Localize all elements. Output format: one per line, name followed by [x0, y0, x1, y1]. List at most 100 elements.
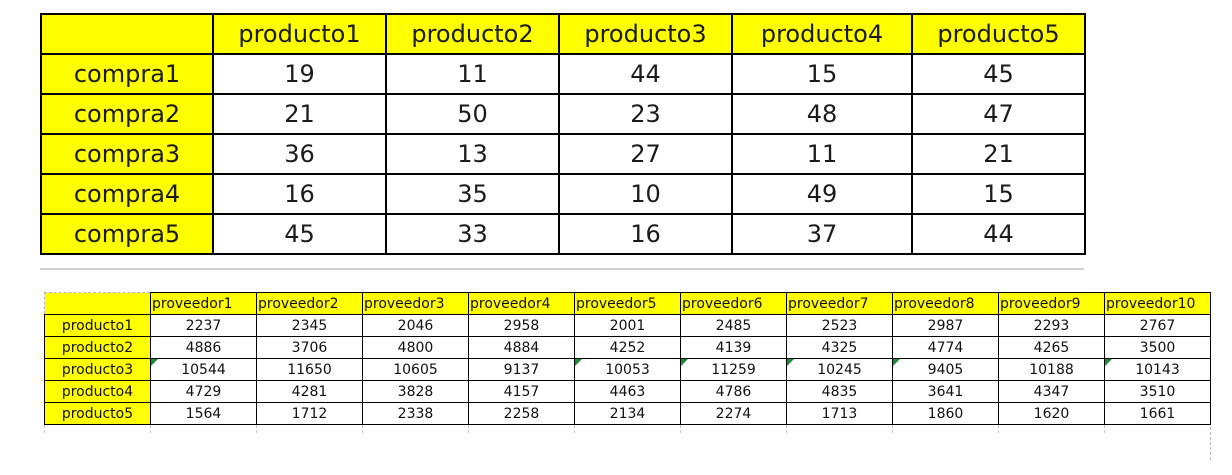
- table-cell[interactable]: 4774: [892, 336, 999, 359]
- table-cell[interactable]: 45: [212, 213, 387, 255]
- table-cell[interactable]: 4884: [468, 336, 575, 359]
- column-header[interactable]: proveedor5: [574, 292, 681, 315]
- table-cell[interactable]: 2767: [1104, 314, 1211, 337]
- table-cell[interactable]: 4800: [362, 336, 469, 359]
- table-cell[interactable]: 1860: [892, 402, 999, 425]
- table-cell[interactable]: 1713: [786, 402, 893, 425]
- empty-cell[interactable]: [150, 424, 257, 433]
- table-cell[interactable]: 2046: [362, 314, 469, 337]
- table-cell[interactable]: 49: [731, 173, 913, 215]
- empty-cell[interactable]: [892, 424, 999, 433]
- empty-cell[interactable]: [998, 424, 1105, 433]
- table-cell[interactable]: 44: [558, 53, 733, 95]
- table-cell[interactable]: 9405: [892, 358, 999, 381]
- table-cell[interactable]: 3510: [1104, 380, 1211, 403]
- table-cell[interactable]: 3500: [1104, 336, 1211, 359]
- table-cell[interactable]: 3828: [362, 380, 469, 403]
- row-header[interactable]: compra1: [40, 53, 214, 95]
- table-cell[interactable]: 4886: [150, 336, 257, 359]
- table-cell[interactable]: 45: [911, 53, 1086, 95]
- table-cell[interactable]: 2958: [468, 314, 575, 337]
- table-cell[interactable]: 2001: [574, 314, 681, 337]
- table-cell[interactable]: 11259: [680, 358, 787, 381]
- row-header[interactable]: compra2: [40, 93, 214, 135]
- row-header[interactable]: compra5: [40, 213, 214, 255]
- table-cell[interactable]: 11: [731, 133, 913, 175]
- table-cell[interactable]: 9137: [468, 358, 575, 381]
- empty-cell[interactable]: [680, 424, 787, 433]
- table-cell[interactable]: 4729: [150, 380, 257, 403]
- table-cell[interactable]: 50: [385, 93, 560, 135]
- table-cell[interactable]: 15: [731, 53, 913, 95]
- column-header[interactable]: producto2: [385, 13, 560, 55]
- empty-cell[interactable]: [574, 424, 681, 433]
- table-cell[interactable]: 11: [385, 53, 560, 95]
- row-header[interactable]: producto2: [44, 336, 151, 359]
- table-cell[interactable]: 1661: [1104, 402, 1211, 425]
- table-cell[interactable]: 16: [558, 213, 733, 255]
- table-cell[interactable]: 27: [558, 133, 733, 175]
- table-cell[interactable]: 36: [212, 133, 387, 175]
- column-header[interactable]: producto3: [558, 13, 733, 55]
- corner-cell[interactable]: [44, 292, 151, 315]
- table-cell[interactable]: 23: [558, 93, 733, 135]
- table-cell[interactable]: 2523: [786, 314, 893, 337]
- corner-cell[interactable]: [40, 13, 214, 55]
- table-cell[interactable]: 2134: [574, 402, 681, 425]
- table-cell[interactable]: 13: [385, 133, 560, 175]
- table-cell[interactable]: 10143: [1104, 358, 1211, 381]
- table-cell[interactable]: 4786: [680, 380, 787, 403]
- table-cell[interactable]: 19: [212, 53, 387, 95]
- column-header[interactable]: proveedor1: [150, 292, 257, 315]
- empty-cell[interactable]: [44, 424, 151, 433]
- table-cell[interactable]: 4281: [256, 380, 363, 403]
- row-header[interactable]: compra3: [40, 133, 214, 175]
- table-cell[interactable]: 21: [911, 133, 1086, 175]
- column-header[interactable]: producto4: [731, 13, 913, 55]
- table-cell[interactable]: 2338: [362, 402, 469, 425]
- column-header[interactable]: proveedor6: [680, 292, 787, 315]
- table-cell[interactable]: 1564: [150, 402, 257, 425]
- row-header[interactable]: producto4: [44, 380, 151, 403]
- column-header[interactable]: proveedor7: [786, 292, 893, 315]
- empty-cell[interactable]: [362, 424, 469, 433]
- table-cell[interactable]: 4325: [786, 336, 893, 359]
- table-cell[interactable]: 48: [731, 93, 913, 135]
- table-cell[interactable]: 37: [731, 213, 913, 255]
- table-cell[interactable]: 1712: [256, 402, 363, 425]
- table-cell[interactable]: 4463: [574, 380, 681, 403]
- table-cell[interactable]: 10053: [574, 358, 681, 381]
- table-cell[interactable]: 15: [911, 173, 1086, 215]
- table-cell[interactable]: 10: [558, 173, 733, 215]
- column-header[interactable]: proveedor8: [892, 292, 999, 315]
- table-cell[interactable]: 2258: [468, 402, 575, 425]
- table-cell[interactable]: 21: [212, 93, 387, 135]
- table-cell[interactable]: 33: [385, 213, 560, 255]
- row-header[interactable]: producto1: [44, 314, 151, 337]
- table-cell[interactable]: 2345: [256, 314, 363, 337]
- table-cell[interactable]: 2485: [680, 314, 787, 337]
- row-header[interactable]: producto5: [44, 402, 151, 425]
- table-cell[interactable]: 3641: [892, 380, 999, 403]
- table-cell[interactable]: 44: [911, 213, 1086, 255]
- table-cell[interactable]: 2237: [150, 314, 257, 337]
- empty-cell[interactable]: [256, 424, 363, 433]
- table-cell[interactable]: 10544: [150, 358, 257, 381]
- table-cell[interactable]: 47: [911, 93, 1086, 135]
- empty-cell[interactable]: [468, 424, 575, 433]
- empty-cell[interactable]: [1104, 424, 1211, 433]
- table-cell[interactable]: 35: [385, 173, 560, 215]
- column-header[interactable]: proveedor10: [1104, 292, 1211, 315]
- column-header[interactable]: proveedor2: [256, 292, 363, 315]
- empty-cell[interactable]: [786, 424, 893, 433]
- table-cell[interactable]: 10605: [362, 358, 469, 381]
- row-header[interactable]: compra4: [40, 173, 214, 215]
- table-cell[interactable]: 1620: [998, 402, 1105, 425]
- table-cell[interactable]: 16: [212, 173, 387, 215]
- column-header[interactable]: producto5: [911, 13, 1086, 55]
- table-cell[interactable]: 4157: [468, 380, 575, 403]
- table-cell[interactable]: 2274: [680, 402, 787, 425]
- table-cell[interactable]: 4139: [680, 336, 787, 359]
- table-cell[interactable]: 3706: [256, 336, 363, 359]
- table-cell[interactable]: 4347: [998, 380, 1105, 403]
